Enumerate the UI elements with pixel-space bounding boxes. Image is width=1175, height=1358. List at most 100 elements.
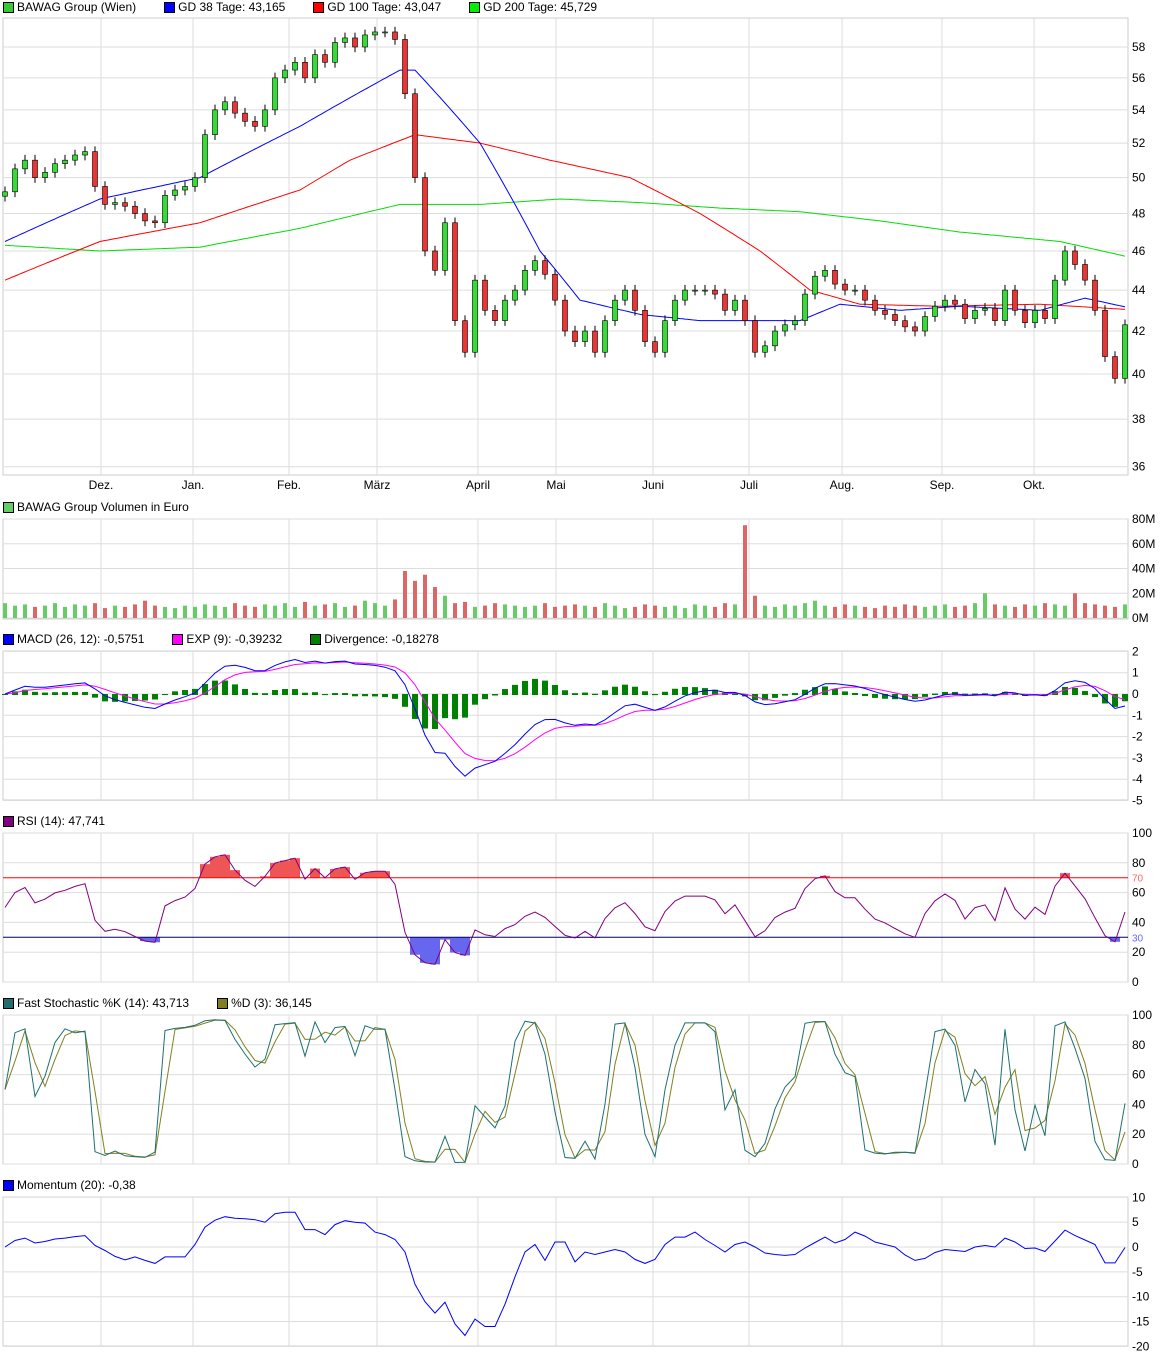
candle: [502, 299, 508, 321]
candle: [1062, 250, 1068, 281]
volume-bar: [1113, 606, 1117, 618]
candle: [2, 191, 8, 197]
rsi-overbought-fill: [210, 856, 220, 878]
volume-bar: [313, 605, 317, 618]
gd38-line: [4, 69, 1126, 322]
candle: [752, 320, 758, 353]
volume-bar: [73, 604, 77, 618]
divergence-bar: [242, 688, 248, 695]
volume-bar: [523, 606, 527, 618]
candle: [282, 69, 288, 79]
rsi-overbought-fill: [370, 871, 380, 878]
candle: [462, 320, 468, 353]
legend-item: GD 200 Tage: 45,729: [469, 0, 597, 14]
legend-item: BAWAG Group (Wien): [3, 0, 136, 14]
rsi-oversold-fill: [150, 937, 160, 943]
divergence-bar: [252, 692, 258, 695]
candle: [762, 345, 768, 353]
candle: [662, 320, 668, 353]
candle: [52, 163, 58, 173]
volume-bar: [943, 604, 947, 618]
candle: [542, 260, 548, 275]
divergence-bar: [662, 691, 668, 695]
divergence-bar: [382, 694, 388, 698]
volume-bar: [233, 603, 237, 618]
legend-item: %D (3): 36,145: [217, 996, 312, 1010]
divergence-bar: [522, 680, 528, 695]
divergence-bar: [792, 693, 798, 695]
volume-bar: [363, 600, 367, 618]
divergence-bar: [482, 694, 488, 700]
divergence-bar: [962, 693, 968, 695]
volume-bar: [283, 603, 287, 618]
divergence-bar: [762, 694, 768, 701]
candle: [802, 293, 808, 321]
divergence-bar: [682, 686, 688, 695]
volume-bar: [713, 606, 717, 618]
rsi-overbought-fill: [360, 872, 370, 878]
divergence-bar: [332, 693, 338, 695]
volume-bar: [183, 605, 187, 618]
candle: [312, 54, 318, 79]
divergence-bar: [292, 689, 298, 695]
divergence-bar: [82, 692, 88, 695]
rsi-line: [4, 854, 1126, 965]
volume-bar: [913, 605, 917, 618]
volume-bar: [1023, 604, 1027, 618]
volume-bar: [783, 604, 787, 618]
divergence-bar: [172, 691, 178, 695]
volume-bar: [173, 608, 177, 618]
rsi-oversold-fill: [440, 937, 450, 940]
divergence-bar: [322, 694, 328, 696]
month-label: Mai: [546, 478, 565, 492]
legend-label: Momentum (20): -0,38: [17, 1178, 136, 1192]
legend-label: GD 200 Tage: 45,729: [483, 0, 598, 14]
volume-bar: [763, 605, 767, 618]
divergence-bar: [1112, 694, 1118, 707]
divergence-bar: [272, 690, 278, 695]
candle: [692, 289, 698, 292]
divergence-bar: [182, 690, 188, 695]
candle: [702, 289, 708, 292]
stoch-panel-frame: [2, 1014, 1129, 1165]
volume-bar: [193, 606, 197, 618]
stoch-tick-label: 40: [1132, 1097, 1146, 1111]
month-label: Okt.: [1023, 478, 1045, 492]
volume-bar: [203, 604, 207, 618]
candle: [72, 154, 78, 161]
volume-bar: [753, 595, 757, 618]
candle: [672, 299, 678, 321]
legend-label: %D (3): 36,145: [231, 996, 312, 1010]
candle: [142, 213, 148, 222]
momentum-line: [4, 1211, 1126, 1337]
divergence-bar: [692, 687, 698, 695]
legend-swatch: [172, 633, 184, 645]
divergence-bar: [412, 694, 418, 719]
candle: [352, 37, 358, 48]
candle: [942, 299, 948, 307]
divergence-bar: [442, 694, 448, 719]
divergence-bar: [432, 694, 438, 729]
divergence-bar: [822, 686, 828, 695]
price-tick-label: 42: [1132, 324, 1146, 338]
legend-swatch: [3, 815, 14, 827]
volume-bar: [613, 605, 617, 618]
candle: [712, 289, 718, 295]
candle: [1022, 310, 1028, 323]
candle: [202, 134, 208, 178]
rsi-overbought-fill: [330, 868, 340, 878]
divergence-bar: [872, 694, 878, 698]
divergence-bar: [632, 686, 638, 695]
divergence-bar: [842, 691, 848, 695]
legend-swatch: [3, 997, 14, 1009]
gd200-line: [4, 198, 1126, 257]
volume-bar: [63, 606, 67, 618]
divergence-bar: [1082, 691, 1088, 695]
volume-bar: [303, 601, 307, 618]
candle: [882, 310, 888, 315]
volume-bar: [243, 605, 247, 618]
candle: [1042, 310, 1048, 319]
month-label: März: [364, 478, 391, 492]
momentum-tick-label: 5: [1132, 1215, 1139, 1229]
volume-bar: [23, 604, 27, 618]
